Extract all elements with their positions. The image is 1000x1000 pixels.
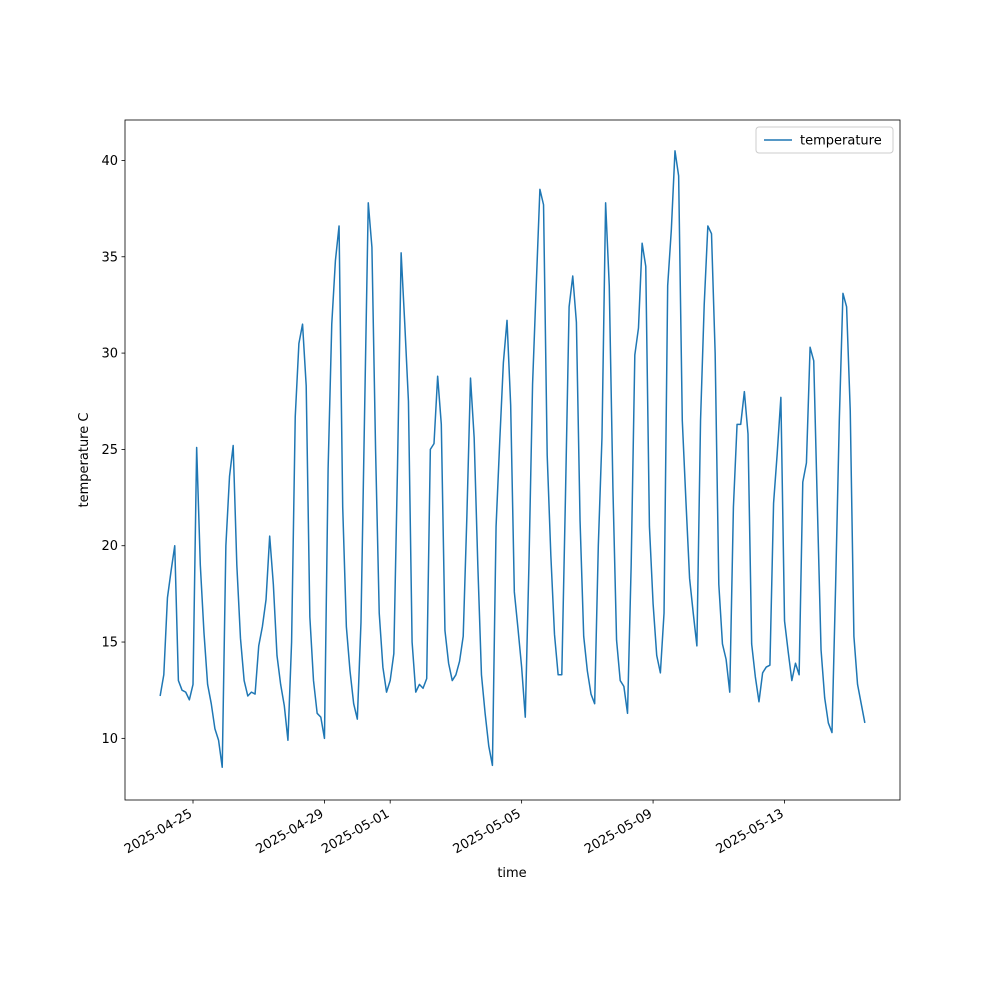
- y-tick-label: 10: [101, 732, 118, 747]
- y-tick-label: 35: [101, 250, 118, 265]
- y-tick-label: 40: [101, 154, 118, 169]
- y-tick-label: 15: [101, 636, 118, 651]
- x-tick-label: 2025-05-01: [319, 806, 392, 857]
- y-tick-label: 30: [101, 347, 118, 362]
- legend-label: temperature: [800, 134, 882, 149]
- x-tick-label: 2025-05-09: [582, 806, 655, 857]
- x-axis-label: time: [497, 866, 526, 881]
- legend-box: [755, 126, 894, 154]
- y-axis-label: temperature C: [77, 413, 92, 508]
- x-tick-label: 2025-05-13: [714, 806, 787, 857]
- plot-frame: [124, 119, 901, 801]
- data-line: [159, 150, 866, 768]
- x-tick-label: 2025-04-29: [254, 806, 327, 857]
- y-tick-label: 25: [101, 443, 118, 458]
- x-tick-label: 2025-05-05: [451, 806, 524, 857]
- x-tick-label: 2025-04-25: [122, 806, 195, 857]
- y-tick-label: 20: [101, 539, 118, 554]
